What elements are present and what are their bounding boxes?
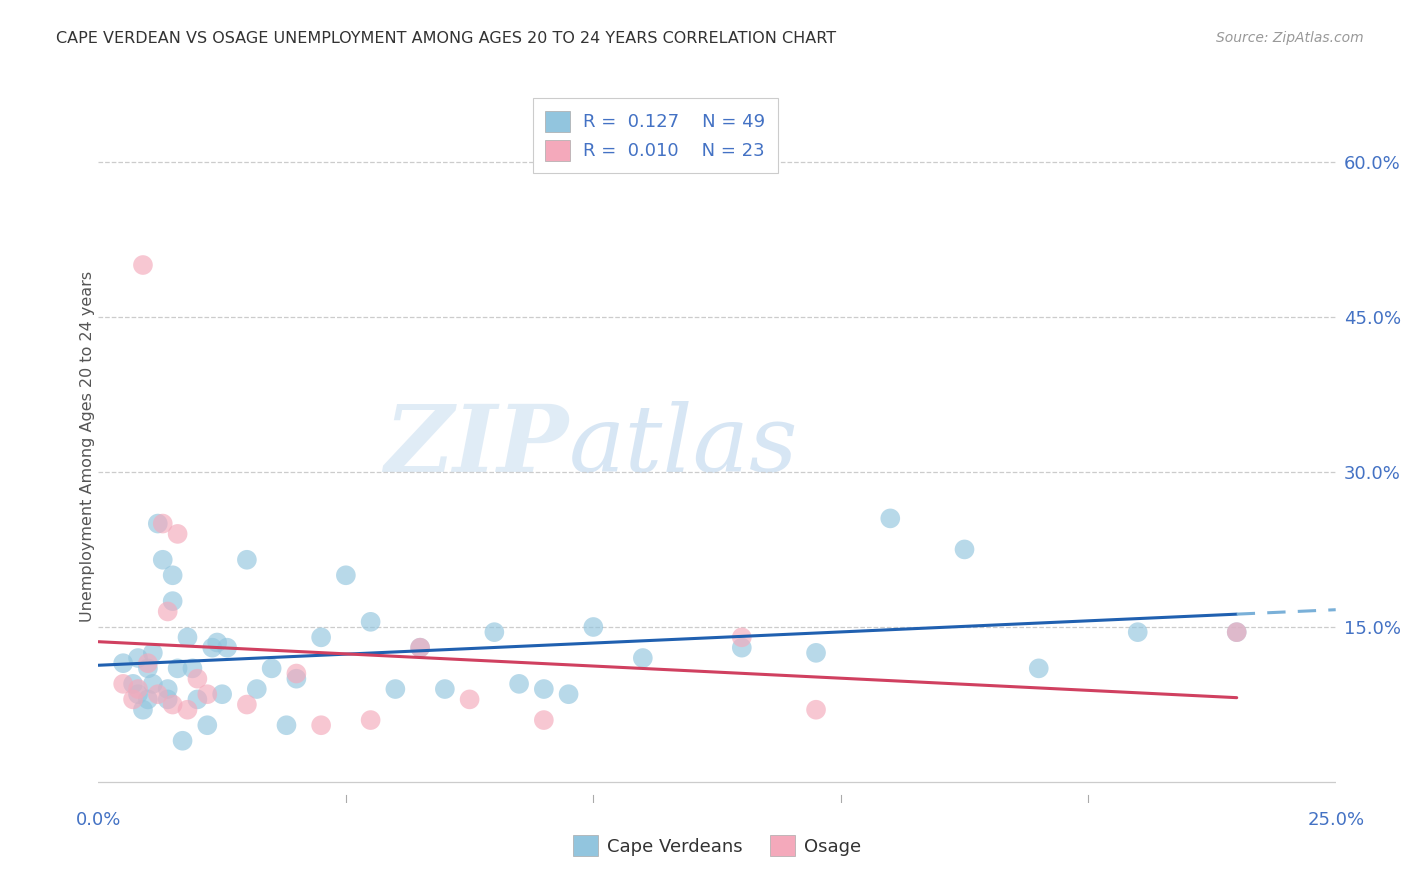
Point [132, 703, 155, 717]
Point [953, 542, 976, 557]
Point [132, 258, 155, 272]
Point [360, 615, 382, 629]
Point [879, 511, 901, 525]
Point [122, 692, 145, 706]
Point [152, 516, 174, 531]
Point [484, 625, 506, 640]
Point [136, 661, 159, 675]
Point [127, 681, 149, 696]
Point [533, 713, 555, 727]
Point [360, 713, 382, 727]
Point [162, 698, 184, 712]
Y-axis label: Unemployment Among Ages 20 to 24 years: Unemployment Among Ages 20 to 24 years [80, 270, 94, 622]
Point [146, 516, 169, 531]
Point [146, 687, 169, 701]
Point [186, 692, 208, 706]
Point [1126, 625, 1149, 640]
Point [112, 677, 135, 691]
Point [195, 718, 218, 732]
Point [384, 681, 406, 696]
Point [236, 698, 259, 712]
Point [508, 677, 530, 691]
Point [631, 651, 654, 665]
Point [127, 687, 149, 701]
Point [409, 640, 432, 655]
Point [166, 527, 188, 541]
Point [433, 681, 456, 696]
Point [136, 656, 159, 670]
Text: CAPE VERDEAN VS OSAGE UNEMPLOYMENT AMONG AGES 20 TO 24 YEARS CORRELATION CHART: CAPE VERDEAN VS OSAGE UNEMPLOYMENT AMONG… [56, 31, 837, 46]
Point [260, 661, 283, 675]
Point [285, 666, 308, 681]
Point [533, 681, 555, 696]
Point [162, 594, 184, 608]
Point [152, 553, 174, 567]
Point [162, 568, 184, 582]
Point [731, 630, 754, 644]
Point [156, 681, 179, 696]
Point [557, 687, 579, 701]
Point [205, 635, 228, 649]
Point [142, 646, 165, 660]
Point [186, 672, 208, 686]
Point [409, 640, 432, 655]
Point [112, 656, 135, 670]
Point [166, 661, 188, 675]
Point [156, 692, 179, 706]
Point [1226, 625, 1249, 640]
Point [309, 630, 332, 644]
Point [142, 677, 165, 691]
Point [335, 568, 357, 582]
Point [1028, 661, 1050, 675]
Point [217, 640, 239, 655]
Point [156, 605, 179, 619]
Point [195, 687, 218, 701]
Point [127, 651, 149, 665]
Point [582, 620, 605, 634]
Point [285, 672, 308, 686]
Point [172, 733, 194, 747]
Point [181, 661, 204, 675]
Point [458, 692, 481, 706]
Text: ZIP: ZIP [384, 401, 568, 491]
Point [276, 718, 298, 732]
Point [804, 646, 827, 660]
Point [309, 718, 332, 732]
Point [201, 640, 224, 655]
Point [136, 692, 159, 706]
Legend: Cape Verdeans, Osage: Cape Verdeans, Osage [564, 826, 870, 865]
Point [236, 553, 259, 567]
Point [804, 703, 827, 717]
Point [122, 677, 145, 691]
Point [176, 703, 198, 717]
Point [246, 681, 269, 696]
Point [1226, 625, 1249, 640]
Point [211, 687, 233, 701]
Point [176, 630, 198, 644]
Text: atlas: atlas [568, 401, 799, 491]
Point [731, 640, 754, 655]
Text: Source: ZipAtlas.com: Source: ZipAtlas.com [1216, 31, 1364, 45]
